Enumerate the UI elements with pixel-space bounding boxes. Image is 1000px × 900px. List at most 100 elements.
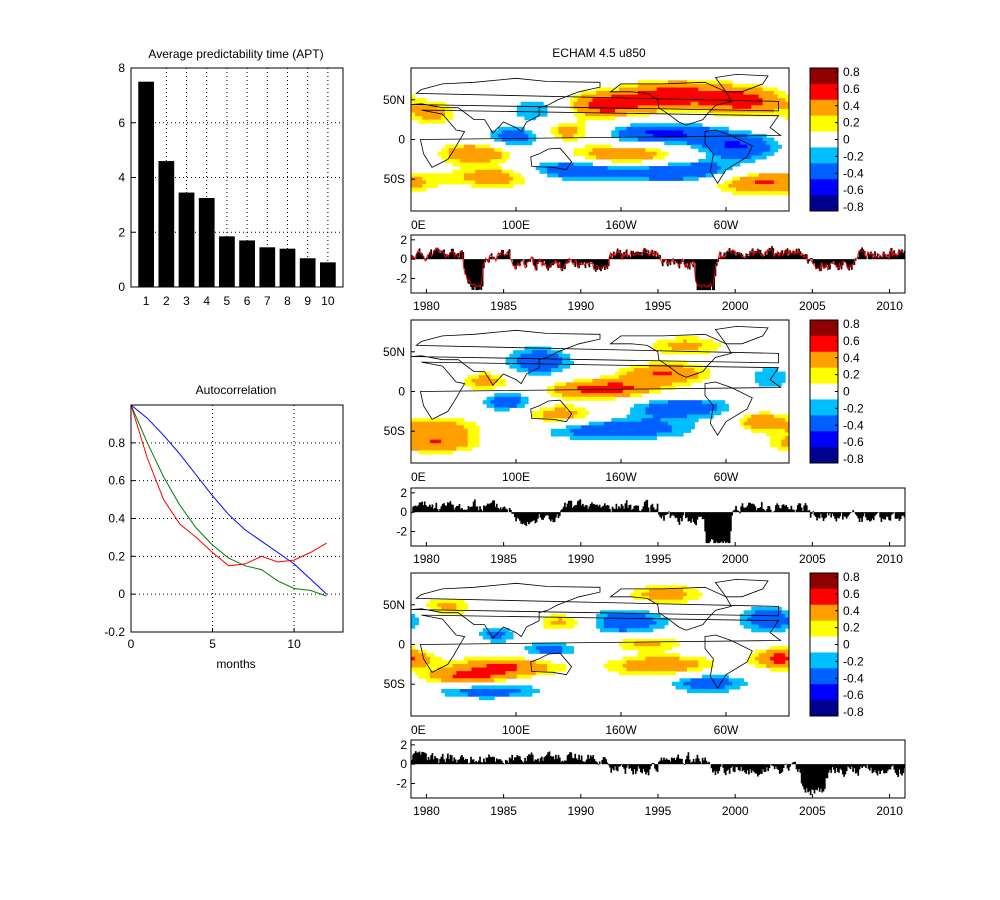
map-cell (694, 403, 699, 408)
map-cell (414, 187, 419, 192)
map-cell (603, 617, 608, 622)
map-cell (588, 162, 593, 167)
map-cell (486, 382, 491, 387)
map-cell (732, 187, 737, 192)
map-cell (550, 173, 556, 178)
map-cell (497, 137, 503, 142)
map-cell (743, 83, 748, 88)
map-cell (634, 151, 639, 156)
colorbar-tick-label: 0.8 (843, 570, 860, 584)
map-cell (705, 151, 710, 156)
map-cell (630, 671, 635, 676)
map-cell (433, 450, 438, 455)
map-cell (603, 382, 608, 387)
map-cell (622, 176, 627, 181)
map-cell (501, 126, 506, 131)
map-cell (460, 159, 465, 164)
map-cell (497, 692, 503, 697)
map-cell (550, 350, 556, 355)
map-cell (770, 425, 775, 430)
map-cell (494, 403, 499, 408)
map-cell (448, 606, 453, 611)
map-cell (679, 400, 684, 405)
map-cell (664, 94, 669, 99)
map-cell (554, 353, 559, 358)
pc-bar (605, 259, 607, 268)
map-cell (679, 667, 684, 672)
map-cell (539, 346, 544, 351)
map-cell (550, 613, 556, 618)
pc-bar (459, 756, 462, 765)
map-cell (607, 94, 612, 99)
pc-bar (548, 751, 551, 765)
map-cell (773, 184, 779, 189)
map-cell (705, 674, 710, 679)
map-cell (690, 588, 695, 593)
timeseries-year-label: 2010 (876, 552, 903, 566)
map-cell (758, 83, 763, 88)
map-cell (755, 621, 760, 626)
map-cell (577, 432, 582, 437)
map-cell (539, 649, 544, 654)
map-cell (660, 656, 665, 661)
map-cell (562, 389, 567, 394)
map-cell (675, 596, 680, 601)
map-cell (630, 382, 635, 387)
map-cell (656, 649, 661, 654)
map-cell (649, 105, 654, 110)
map-cell (618, 667, 624, 672)
map-cell (501, 635, 506, 640)
map-cell (497, 635, 503, 640)
map-cell (429, 603, 435, 608)
map-cell (728, 151, 733, 156)
map-cell (509, 631, 514, 636)
map-cell (770, 382, 775, 387)
map-cell (664, 414, 669, 419)
map-cell (467, 159, 472, 164)
map-cell (547, 660, 552, 665)
map-cell (479, 173, 484, 178)
map-cell (482, 674, 487, 679)
map-cell (758, 184, 763, 189)
map-cell (479, 382, 484, 387)
map-cell (683, 685, 688, 690)
map-cell (686, 678, 692, 683)
map-cell (773, 187, 779, 192)
map-cell (535, 350, 540, 355)
map-cell (732, 101, 737, 106)
map-cell (773, 428, 779, 433)
colorbar-segment (810, 147, 838, 164)
map-cell (607, 621, 612, 626)
pc-bar (499, 254, 502, 260)
map-cell (445, 436, 450, 441)
map-cell (588, 151, 593, 156)
map-cell (573, 621, 578, 626)
map-cell (603, 432, 608, 437)
map-cell (683, 173, 688, 178)
map-cell (781, 628, 786, 633)
pc-bar (579, 499, 582, 513)
map-cell (600, 378, 605, 383)
map-cell (550, 364, 556, 369)
map-cell (773, 378, 779, 383)
map-cell (456, 603, 461, 608)
map-cell (532, 346, 537, 351)
map-cell (539, 414, 544, 419)
map-cell (717, 681, 722, 686)
map-cell (770, 660, 775, 665)
colorbar: 0.80.60.40.20-0.2-0.4-0.6-0.8 (809, 317, 864, 466)
map-cell (637, 126, 642, 131)
map-cell (622, 368, 627, 373)
map-cell (724, 83, 729, 88)
map-cell (675, 421, 680, 426)
map-cell (535, 660, 540, 665)
map-cell (429, 176, 435, 181)
map-cell (766, 137, 771, 142)
map-cell (482, 155, 487, 160)
pc-bar (739, 512, 741, 514)
map-cell (785, 446, 790, 451)
map-cell (671, 346, 676, 351)
map-cell (588, 173, 593, 178)
map-cell (554, 407, 559, 412)
map-cell (652, 173, 658, 178)
